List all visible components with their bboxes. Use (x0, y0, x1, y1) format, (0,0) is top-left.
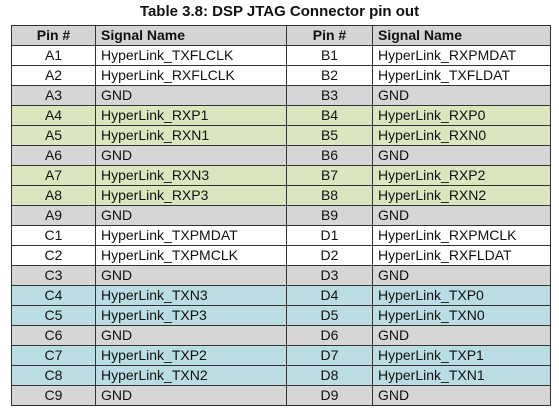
table-row: C4 HyperLink_TXN3 D4 HyperLink_TXP0 (11, 285, 551, 306)
table-title: Table 3.8: DSP JTAG Connector pin out (139, 3, 420, 20)
signal-cell: HyperLink_RXN3 (95, 165, 287, 186)
signal-cell: HyperLink_RXPMDAT (372, 45, 551, 66)
table-row: A5 HyperLink_RXN1 B5 HyperLink_RXN0 (11, 125, 551, 146)
signal-cell: GND (372, 145, 551, 166)
signal-cell: HyperLink_TXN0 (372, 305, 551, 326)
pin-cell: C3 (11, 265, 96, 286)
signal-cell: GND (95, 85, 287, 106)
signal-cell: HyperLink_TXN2 (95, 365, 287, 386)
signal-cell: HyperLink_RXN0 (372, 125, 551, 146)
signal-cell: HyperLink_TXP1 (372, 345, 551, 366)
signal-cell: GND (95, 205, 287, 226)
header-row: Pin # Signal Name Pin # Signal Name (11, 25, 551, 46)
table-row: C5 HyperLink_TXP3 D5 HyperLink_TXN0 (11, 305, 551, 326)
signal-cell: HyperLink_RXN1 (95, 125, 287, 146)
pin-cell: A6 (11, 145, 96, 166)
pin-cell: B7 (286, 165, 373, 186)
table-row: C1 HyperLink_TXPMDAT D1 HyperLink_RXPMCLK (11, 225, 551, 246)
table-row: C3 GND D3 GND (11, 265, 551, 286)
signal-cell: HyperLink_TXP0 (372, 285, 551, 306)
pin-cell: B8 (286, 185, 373, 206)
pin-cell: C6 (11, 325, 96, 346)
pin-cell: B3 (286, 85, 373, 106)
table-row: A7 HyperLink_RXN3 B7 HyperLink_RXP2 (11, 165, 551, 186)
table-row: C7 HyperLink_TXP2 D7 HyperLink_TXP1 (11, 345, 551, 366)
table-body: A1 HyperLink_TXFLCLK B1 HyperLink_RXPMDAT A2… (11, 45, 551, 406)
signal-cell: HyperLink_TXFLDAT (372, 65, 551, 86)
signal-cell: HyperLink_TXPMCLK (95, 245, 287, 266)
signal-cell: HyperLink_TXN1 (372, 365, 551, 386)
signal-cell: GND (372, 205, 551, 226)
pin-cell: D4 (286, 285, 373, 306)
signal-cell: HyperLink_RXFLDAT (372, 245, 551, 266)
pin-cell: A9 (11, 205, 96, 226)
header-signal-b: Signal Name (372, 25, 551, 46)
table-row: A6 GND B6 GND (11, 145, 551, 166)
signal-cell: HyperLink_RXP3 (95, 185, 287, 206)
table-row: A2 HyperLink_RXFLCLK B2 HyperLink_TXFLDAT (11, 65, 551, 86)
signal-cell: HyperLink_RXP1 (95, 105, 287, 126)
pin-cell: D9 (286, 385, 373, 406)
table-row: C9 GND D9 GND (11, 385, 551, 406)
signal-cell: GND (372, 325, 551, 346)
pin-cell: D5 (286, 305, 373, 326)
pin-cell: C1 (11, 225, 96, 246)
header-signal-a: Signal Name (95, 25, 287, 46)
table-row: A1 HyperLink_TXFLCLK B1 HyperLink_RXPMDAT (11, 45, 551, 66)
table-row: A8 HyperLink_RXP3 B8 HyperLink_RXN2 (11, 185, 551, 206)
signal-cell: HyperLink_RXN2 (372, 185, 551, 206)
pin-cell: A2 (11, 65, 96, 86)
signal-cell: HyperLink_TXFLCLK (95, 45, 287, 66)
signal-cell: HyperLink_TXP2 (95, 345, 287, 366)
pin-cell: A8 (11, 185, 96, 206)
table-row: C2 HyperLink_TXPMCLK D2 HyperLink_RXFLDAT (11, 245, 551, 266)
pin-cell: C4 (11, 285, 96, 306)
signal-cell: HyperLink_RXPMCLK (372, 225, 551, 246)
pinout-table: Pin # Signal Name Pin # Signal Name A1 Hy… (11, 25, 551, 406)
pin-cell: A3 (11, 85, 96, 106)
signal-cell: HyperLink_RXP2 (372, 165, 551, 186)
pin-cell: D3 (286, 265, 373, 286)
table-row: A4 HyperLink_RXP1 B4 HyperLink_RXP0 (11, 105, 551, 126)
signal-cell: GND (95, 145, 287, 166)
signal-cell: HyperLink_TXP3 (95, 305, 287, 326)
pin-cell: A5 (11, 125, 96, 146)
signal-cell: HyperLink_RXP0 (372, 105, 551, 126)
header-pin-b: Pin # (286, 25, 373, 46)
pin-cell: A7 (11, 165, 96, 186)
table-row: C6 GND D6 GND (11, 325, 551, 346)
header-pin-a: Pin # (11, 25, 96, 46)
pin-cell: D1 (286, 225, 373, 246)
signal-cell: GND (372, 385, 551, 406)
signal-cell: GND (372, 265, 551, 286)
pin-cell: C8 (11, 365, 96, 386)
signal-cell: HyperLink_TXPMDAT (95, 225, 287, 246)
signal-cell: GND (372, 85, 551, 106)
signal-cell: GND (95, 325, 287, 346)
pin-cell: B5 (286, 125, 373, 146)
pin-cell: D6 (286, 325, 373, 346)
table-row: A9 GND B9 GND (11, 205, 551, 226)
pin-cell: B4 (286, 105, 373, 126)
signal-cell: HyperLink_RXFLCLK (95, 65, 287, 86)
pin-cell: B1 (286, 45, 373, 66)
signal-cell: HyperLink_TXN3 (95, 285, 287, 306)
pin-cell: A1 (11, 45, 96, 66)
pin-cell: A4 (11, 105, 96, 126)
pin-cell: B9 (286, 205, 373, 226)
pin-cell: C5 (11, 305, 96, 326)
pin-cell: D2 (286, 245, 373, 266)
signal-cell: GND (95, 385, 287, 406)
pin-cell: D8 (286, 365, 373, 386)
pin-cell: B2 (286, 65, 373, 86)
pin-cell: C2 (11, 245, 96, 266)
table-row: C8 HyperLink_TXN2 D8 HyperLink_TXN1 (11, 365, 551, 386)
pin-cell: D7 (286, 345, 373, 366)
pin-cell: B6 (286, 145, 373, 166)
pin-cell: C9 (11, 385, 96, 406)
signal-cell: GND (95, 265, 287, 286)
pin-cell: C7 (11, 345, 96, 366)
table-row: A3 GND B3 GND (11, 85, 551, 106)
